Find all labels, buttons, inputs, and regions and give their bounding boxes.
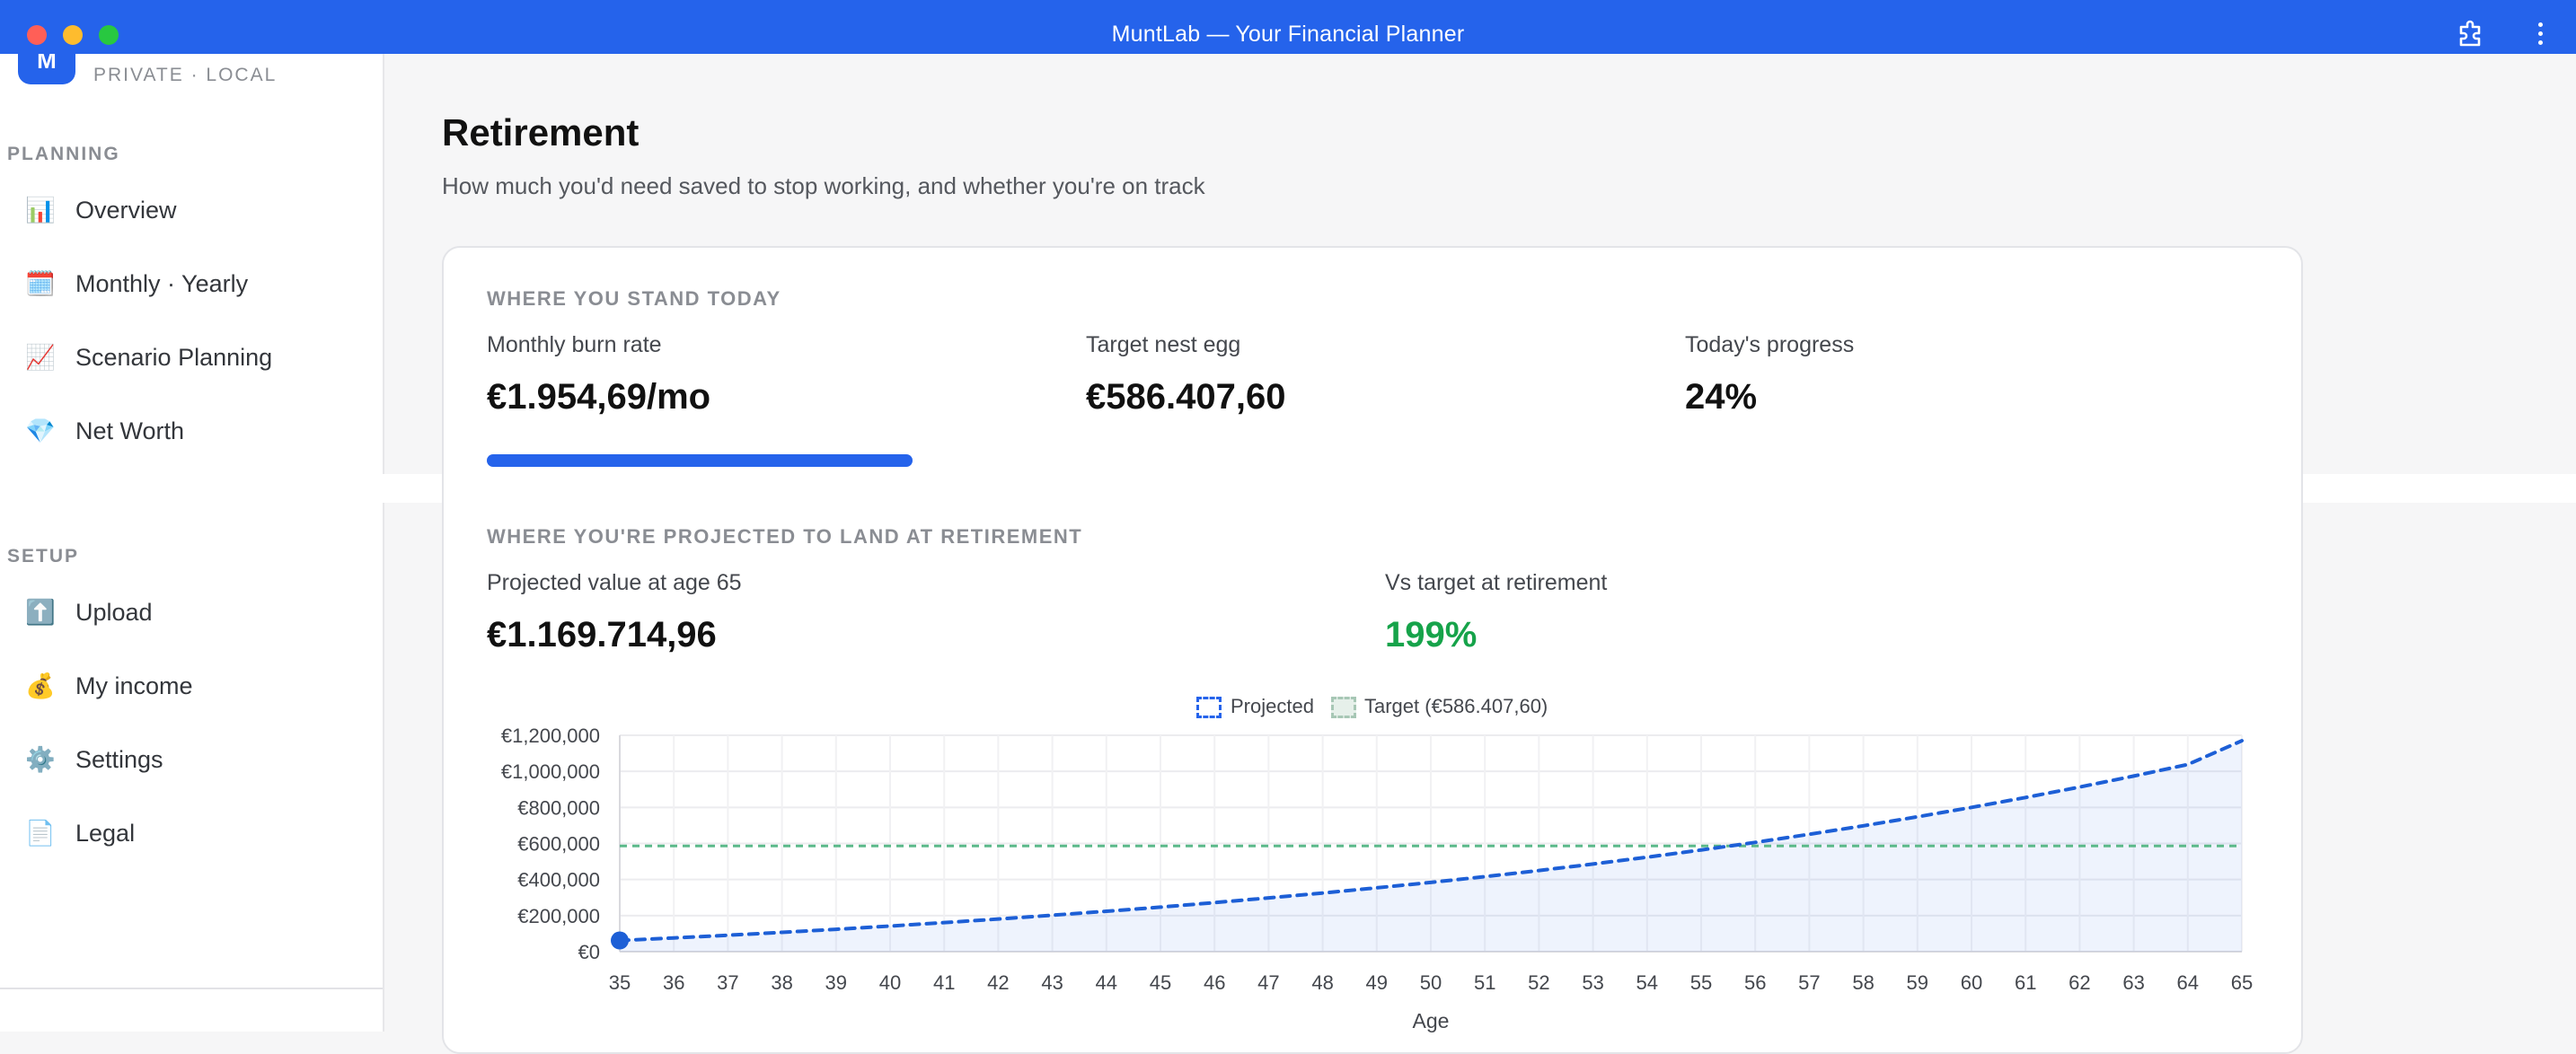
sidebar-item-scenario-planning[interactable]: 📈 Scenario Planning: [0, 325, 383, 390]
sidebar-item-label: Net Worth: [75, 417, 185, 444]
projected-value-label: Projected value at age 65: [487, 570, 742, 595]
gear-icon: ⚙️: [25, 746, 56, 773]
sidebar: [0, 54, 384, 1032]
planning-heading: PLANNING: [7, 144, 120, 164]
burn-rate-label: Monthly burn rate: [487, 332, 662, 357]
window-title: MuntLab — Your Financial Planner: [1111, 22, 1465, 47]
sidebar-item-label: Scenario Planning: [75, 344, 273, 371]
vs-target-value: 199%: [1385, 615, 1478, 654]
sidebar-item-label: Overview: [75, 197, 177, 224]
sidebar-item-upload[interactable]: ⬆️ Upload: [0, 580, 383, 645]
app-logo: M: [18, 54, 75, 84]
today-section-label: WHERE YOU STAND TODAY: [487, 287, 781, 310]
close-window-button[interactable]: [27, 25, 47, 45]
minimize-window-button[interactable]: [63, 25, 83, 45]
sidebar-item-label: Settings: [75, 746, 163, 773]
legend-swatch-target[interactable]: [1331, 697, 1356, 718]
projected-value: €1.169.714,96: [487, 615, 717, 654]
setup-heading: SETUP: [7, 546, 80, 567]
sidebar-item-legal[interactable]: 📄 Legal: [0, 801, 383, 865]
trend-chart-icon: 📈: [25, 344, 56, 371]
document-icon: 📄: [25, 820, 56, 847]
sidebar-item-net-worth[interactable]: 💎 Net Worth: [0, 399, 383, 463]
target-nest-egg-label: Target nest egg: [1086, 332, 1241, 357]
more-options-icon[interactable]: [2529, 20, 2551, 48]
sidebar-item-my-income[interactable]: 💰 My income: [0, 654, 383, 718]
money-bag-icon: 💰: [25, 672, 56, 699]
sidebar-item-overview[interactable]: 📊 Overview: [0, 178, 383, 242]
calendar-icon: 🗓️: [25, 270, 56, 297]
target-nest-egg-value: €586.407,60: [1086, 377, 1286, 417]
todays-progress-value: 24%: [1685, 377, 1758, 417]
sidebar-item-settings[interactable]: ⚙️ Settings: [0, 727, 383, 792]
maximize-window-button[interactable]: [99, 25, 119, 45]
sidebar-divider: [0, 988, 383, 989]
vs-target-label: Vs target at retirement: [1385, 570, 1608, 595]
sidebar-item-label: Legal: [75, 820, 136, 847]
upload-arrow-icon: ⬆️: [25, 599, 56, 626]
title-bar: MuntLab — Your Financial Planner: [0, 0, 2576, 54]
burn-rate-value: €1.954,69/mo: [487, 377, 711, 417]
retirement-card: [442, 246, 2303, 1054]
sidebar-item-label: My income: [75, 672, 193, 699]
sidebar-item-monthly-yearly[interactable]: 🗓️ Monthly · Yearly: [0, 251, 383, 316]
burn-rate-bar: [487, 454, 913, 467]
sidebar-item-label: Monthly · Yearly: [75, 270, 249, 297]
gem-icon: 💎: [25, 417, 56, 444]
bar-chart-icon: 📊: [25, 197, 56, 224]
page-title: Retirement: [442, 111, 640, 154]
todays-progress-label: Today's progress: [1685, 332, 1855, 357]
puzzle-extension-icon[interactable]: [2457, 20, 2484, 47]
sidebar-item-label: Upload: [75, 599, 153, 626]
legend-label-projected[interactable]: Projected: [1231, 695, 1314, 717]
legend-swatch-projected[interactable]: [1196, 697, 1222, 718]
page-subtitle: How much you'd need saved to stop workin…: [442, 172, 1205, 199]
logo-subtitle: PRIVATE · LOCAL: [93, 65, 278, 85]
projection-section-label: WHERE YOU'RE PROJECTED TO LAND AT RETIRE…: [487, 525, 1083, 548]
legend-label-target[interactable]: Target (€586.407,60): [1364, 695, 1548, 717]
